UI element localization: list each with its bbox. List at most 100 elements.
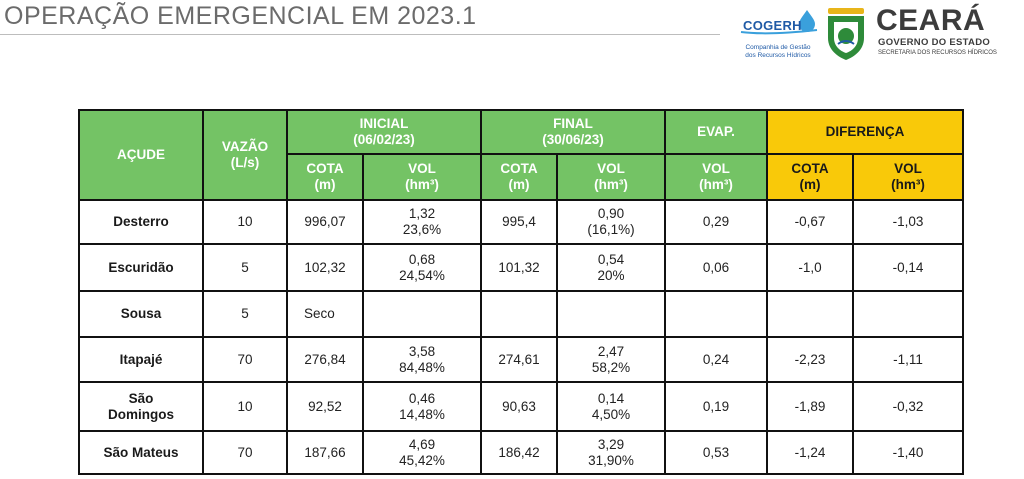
ceara-secretariat-line: SECRETARIA DOS RECURSOS HÍDRICOS: [878, 50, 997, 56]
subheader-unit: (m): [508, 177, 530, 192]
subheader-unit: (m): [314, 177, 336, 192]
cell-acude: Escuridão: [78, 243, 204, 292]
cell-vazao: 5: [202, 243, 288, 292]
cell-inicial-vol: 0,46 14,48%: [361, 381, 483, 432]
cell-inicial-cota: 187,66: [286, 430, 364, 475]
cell-acude: São Mateus: [78, 430, 204, 475]
cell-acude: Desterro: [78, 199, 204, 245]
state-crest-icon: [828, 8, 864, 60]
cell-vazao: 70: [202, 430, 288, 475]
cell-final-vol: 0,14 4,50%: [556, 381, 667, 432]
cell-vazao: 10: [202, 381, 288, 432]
header-inicial-label: INICIAL: [359, 116, 409, 131]
cell-evap-vol: [664, 290, 769, 338]
table-row: Escuridão 5 102,32 0,68 24,54% 101,32 0,…: [78, 243, 965, 292]
cell-final-vol: 0,90 (16,1%): [556, 199, 667, 245]
cell-dif-cota: -1,89: [766, 381, 855, 432]
cell-evap-vol: 0,24: [664, 336, 769, 383]
table-row: São Mateus 70 187,66 4,69 45,42% 186,42 …: [78, 430, 965, 475]
cell-dif-vol: -1,11: [852, 336, 965, 383]
subheader-unit: (hm³): [405, 177, 439, 192]
cell-inicial-cota: 276,84: [286, 336, 364, 383]
cell-evap-vol: 0,06: [664, 243, 769, 292]
subheader-label: COTA: [306, 161, 344, 176]
table-row: Desterro 10 996,07 1,32 23,6% 995,4 0,90…: [78, 199, 965, 245]
cell-acude: Sousa: [78, 290, 204, 338]
title-divider: [0, 34, 720, 35]
cell-dif-vol: -0,32: [852, 381, 965, 432]
header-inicial-date: (06/02/23): [353, 132, 415, 147]
table-header-row: AÇUDE VAZÃO (L/s) INICIAL (06/02/23) FIN…: [78, 109, 965, 201]
header-vazao-label: VAZÃO: [221, 139, 269, 154]
cell-vol-percent: 31,90%: [588, 452, 634, 468]
cell-dif-vol: -1,40: [852, 430, 965, 475]
slide-title: OPERAÇÃO EMERGENCIAL EM 2023.1: [4, 2, 477, 30]
cell-evap-vol: 0,29: [664, 199, 769, 245]
table-row: Sousa 5 Seco: [78, 290, 965, 338]
subheader-dif-cota: COTA (m): [766, 153, 855, 201]
cell-vazao: 5: [202, 290, 288, 338]
cell-vol-value: 0,68: [408, 251, 436, 267]
cell-vol-value: 3,58: [408, 343, 436, 359]
cell-final-cota: 995,4: [480, 199, 559, 245]
cell-dif-vol: -1,03: [852, 199, 965, 245]
cell-vol-percent: 45,42%: [399, 452, 445, 468]
cell-final-vol: [556, 290, 667, 338]
cogerh-wordmark: COGERH: [743, 18, 802, 33]
subheader-inicial-cota: COTA (m): [286, 153, 364, 201]
ceara-government-line: GOVERNO DO ESTADO: [878, 37, 991, 48]
header-diferenca: DIFERENÇA: [766, 109, 965, 155]
table-row: Itapajé 70 276,84 3,58 84,48% 274,61 2,4…: [78, 336, 965, 383]
cell-inicial-vol: [361, 290, 483, 338]
header-final-date: (30/06/23): [542, 132, 604, 147]
cell-vol-percent: (16,1%): [587, 222, 635, 237]
subheader-unit: (hm³): [891, 177, 925, 192]
cell-inicial-vol: 4,69 45,42%: [361, 430, 483, 475]
cell-inicial-vol: 3,58 84,48%: [361, 336, 483, 383]
cell-dif-vol: -0,14: [852, 243, 965, 292]
cell-evap-vol: 0,53: [664, 430, 769, 475]
cell-final-cota: [480, 290, 559, 338]
cell-vazao: 70: [202, 336, 288, 383]
cell-inicial-vol: 1,32 23,6%: [361, 199, 483, 245]
subheader-dif-vol: VOL (hm³): [852, 153, 965, 201]
cell-inicial-cota: 102,32: [286, 243, 364, 292]
cell-inicial-cota: Seco: [286, 290, 364, 338]
cell-acude: Itapajé: [78, 336, 204, 383]
ceara-wordmark: CEARÁ: [876, 4, 986, 37]
cell-final-vol: 3,29 31,90%: [556, 430, 667, 475]
cell-vol-percent: 24,54%: [399, 267, 445, 283]
cell-vol-value: 1,32: [408, 206, 436, 221]
subheader-final-vol: VOL (hm³): [556, 153, 667, 201]
cell-inicial-vol: 0,68 24,54%: [361, 243, 483, 292]
cogerh-subtitle-line1: Companhia de Gestão: [745, 44, 811, 51]
subheader-inicial-vol: VOL (hm³): [361, 153, 483, 201]
cell-dif-cota: -1,0: [766, 243, 855, 292]
header-final-label: FINAL: [553, 116, 593, 131]
cell-acude: São Domingos: [78, 381, 204, 432]
cell-vol-percent: 84,48%: [399, 359, 445, 375]
cell-final-vol: 2,47 58,2%: [556, 336, 667, 383]
cell-dif-cota: -2,23: [766, 336, 855, 383]
subheader-final-cota: COTA (m): [480, 153, 559, 201]
cell-final-cota: 90,63: [480, 381, 559, 432]
cell-vol-value: 0,90: [597, 206, 625, 221]
table-row: São Domingos 10 92,52 0,46 14,48% 90,63 …: [78, 381, 965, 432]
cell-final-cota: 274,61: [480, 336, 559, 383]
cell-vol-percent: 23,6%: [402, 222, 442, 237]
subheader-label: VOL: [894, 161, 922, 176]
header-acude: AÇUDE: [78, 109, 204, 201]
cell-acude-line1: São: [128, 390, 154, 406]
table-subheader-row: COTA (m) VOL (hm³) COTA (m) VOL (hm³) VO…: [79, 153, 965, 201]
subheader-unit: (hm³): [699, 177, 733, 192]
water-drop-icon: [740, 10, 818, 35]
subheader-label: COTA: [791, 161, 829, 176]
cell-vol-value: 0,54: [597, 251, 625, 267]
cell-inicial-cota: 996,07: [286, 199, 364, 245]
header-evap: EVAP.: [664, 109, 769, 155]
cell-dif-cota: -1,24: [766, 430, 855, 475]
header-inicial: INICIAL (06/02/23): [285, 109, 483, 155]
cell-vol-percent: 4,50%: [591, 406, 631, 422]
cell-vazao: 10: [202, 199, 288, 245]
subheader-label: VOL: [597, 161, 625, 176]
